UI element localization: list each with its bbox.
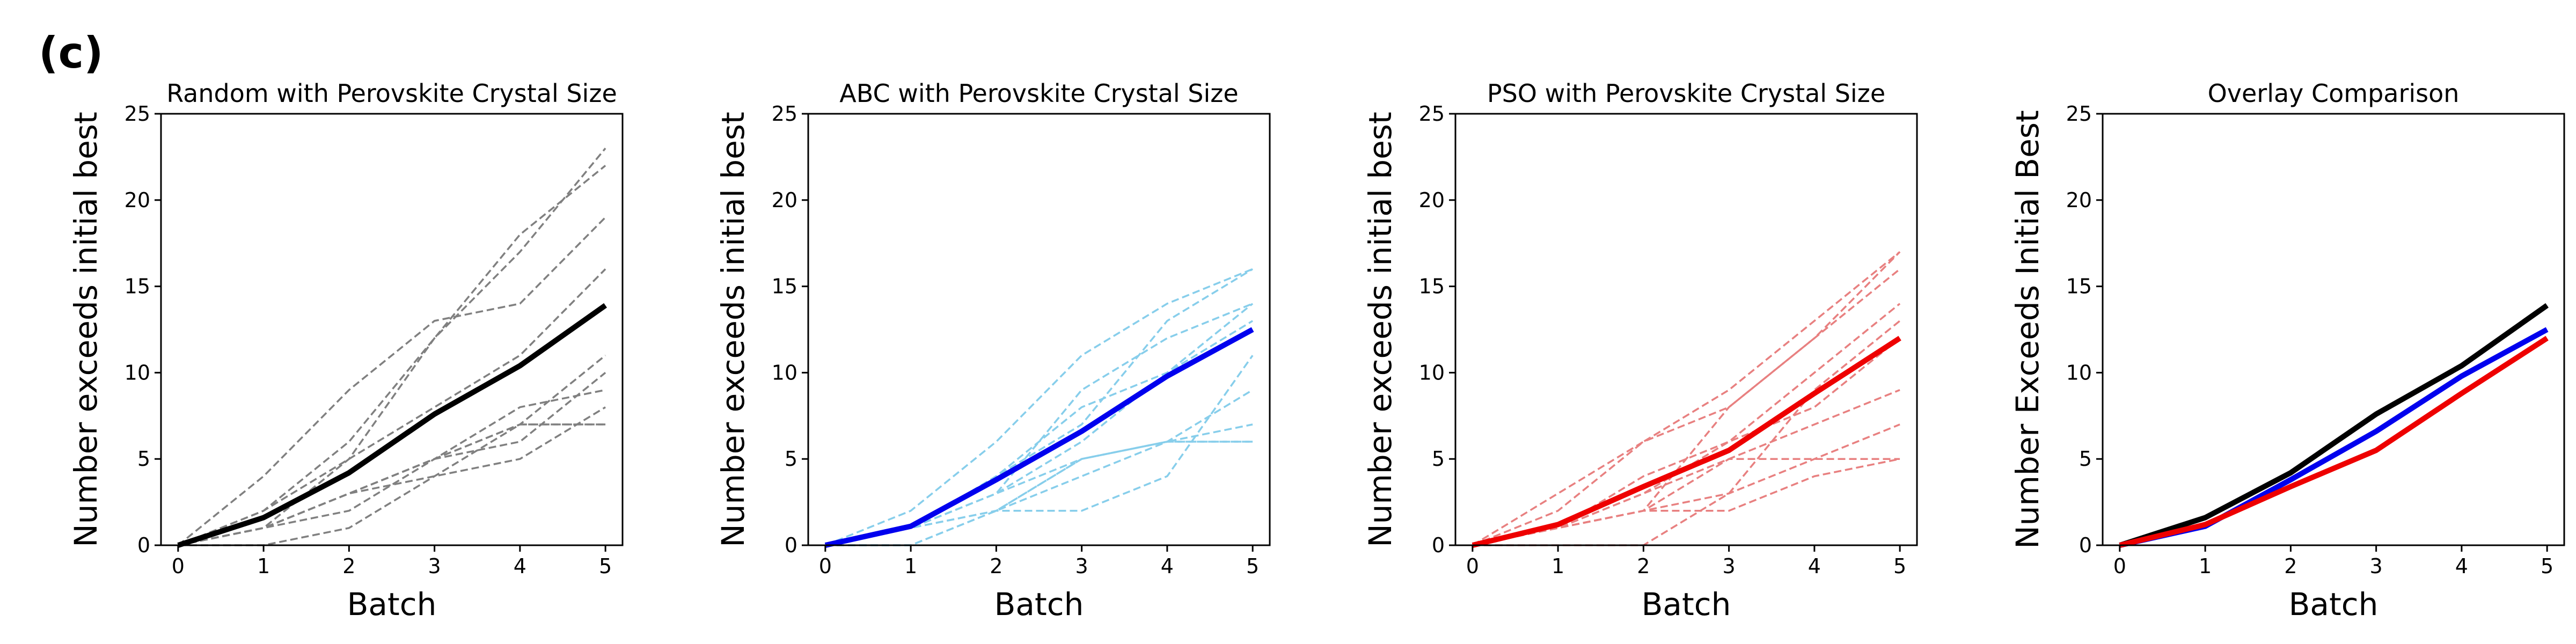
y-tick-label: 25 [2066,102,2092,126]
y-axis-label: Number exceeds initial best [68,112,104,547]
y-tick-label: 25 [1419,102,1445,126]
y-tick-label: 20 [125,188,150,212]
y-tick-label: 15 [772,275,797,298]
series-line-2 [2119,327,2549,548]
run-line-1 [178,354,606,546]
x-tick-label: 5 [1246,554,1259,578]
chart-title: PSO with Perovskite Crystal Size [1487,79,1885,108]
axes-frame [2102,113,2565,546]
x-tick-label: 4 [514,554,526,578]
x-tick-label: 4 [1808,554,1821,578]
run-line-2 [1472,251,1901,546]
y-axis-label: Number Exceeds Initial Best [2009,110,2046,548]
y-tick-label: 20 [2066,188,2092,212]
x-tick-label: 1 [1552,554,1564,578]
y-tick-label: 5 [137,447,150,471]
y-tick-label: 10 [772,361,797,384]
axes-frame [160,113,624,546]
x-axis-label: Batch [994,586,1084,623]
x-tick-label: 2 [342,554,355,578]
x-tick-label: 0 [1466,554,1479,578]
chart-title: Overlay Comparison [2208,79,2460,108]
run-line-3 [825,303,1253,546]
x-tick-label: 5 [2541,554,2553,578]
mean-line [1472,335,1901,548]
mean-line [824,327,1254,548]
y-tick-label: 15 [125,275,150,298]
run-line-3 [1472,268,1901,546]
mean-line [177,303,607,548]
panel-label: (c) [39,28,104,78]
y-tick-label: 25 [125,102,150,126]
chart-panel-4: 0 1 2 3 4 5 0 5 10 15 20 25 Overlay Comparison Batch N… [2009,79,2565,623]
x-tick-label: 2 [1637,554,1650,578]
chart-panel-1: 0 1 2 3 4 5 0 5 10 15 20 25 Random with Perovskite C… [68,79,624,623]
series-line-3 [2119,335,2549,548]
x-tick-label: 3 [428,554,441,578]
run-line-9 [825,303,1254,546]
y-tick-label: 10 [125,361,150,384]
x-axis-label: Batch [1642,586,1731,623]
x-axis-label: Batch [2289,586,2379,623]
x-axis-label: Batch [347,586,437,623]
run-line-1 [825,268,1254,546]
y-tick-label: 5 [1432,447,1445,471]
y-tick-label: 5 [2079,447,2092,471]
y-tick-label: 15 [2066,275,2092,298]
axes-frame [807,113,1271,546]
x-tick-label: 2 [990,554,1002,578]
x-tick-label: 4 [2455,554,2468,578]
x-tick-label: 0 [2113,554,2126,578]
run-line-1 [1472,251,1901,546]
y-axis-label: Number exceeds initial best [1362,112,1399,547]
chart-panel-2: 0 1 2 3 4 5 0 5 10 15 20 25 ABC with Perovskite Crys… [715,79,1271,623]
x-tick-label: 0 [819,554,832,578]
x-tick-label: 1 [2199,554,2212,578]
y-tick-label: 10 [2066,361,2092,384]
x-tick-label: 5 [1893,554,1906,578]
x-tick-label: 4 [1161,554,1174,578]
run-line-10 [1472,337,1901,546]
x-tick-label: 1 [257,554,270,578]
x-tick-label: 5 [599,554,612,578]
x-tick-label: 3 [1075,554,1088,578]
axes-frame [1454,113,1918,546]
run-line-2 [825,268,1253,546]
run-line-8 [178,268,606,546]
y-tick-label: 20 [1419,188,1445,212]
x-tick-label: 0 [172,554,185,578]
chart-panel-3: 0 1 2 3 4 5 0 5 10 15 20 25 PSO with Perovskite Crys… [1362,79,1918,623]
run-line-2 [178,165,606,546]
y-tick-label: 5 [785,447,797,471]
chart-title: Random with Perovskite Crystal Size [166,79,617,108]
x-tick-label: 2 [2284,554,2297,578]
y-tick-label: 10 [1419,361,1445,384]
run-line-4 [1472,303,1901,546]
y-tick-label: 0 [785,533,797,557]
y-tick-label: 0 [2079,533,2092,557]
series-line-1 [2119,303,2549,548]
x-tick-label: 3 [1723,554,1736,578]
y-axis-label: Number exceeds initial best [715,112,751,547]
x-tick-label: 3 [2370,554,2383,578]
x-tick-label: 1 [904,554,917,578]
y-tick-label: 15 [1419,275,1445,298]
y-tick-label: 0 [1432,533,1445,557]
run-line-4 [177,216,606,546]
chart-title: ABC with Perovskite Crystal Size [839,79,1238,108]
run-line-3 [178,148,606,546]
y-tick-label: 25 [772,102,797,126]
y-tick-label: 0 [137,533,150,557]
y-tick-label: 20 [772,188,797,212]
